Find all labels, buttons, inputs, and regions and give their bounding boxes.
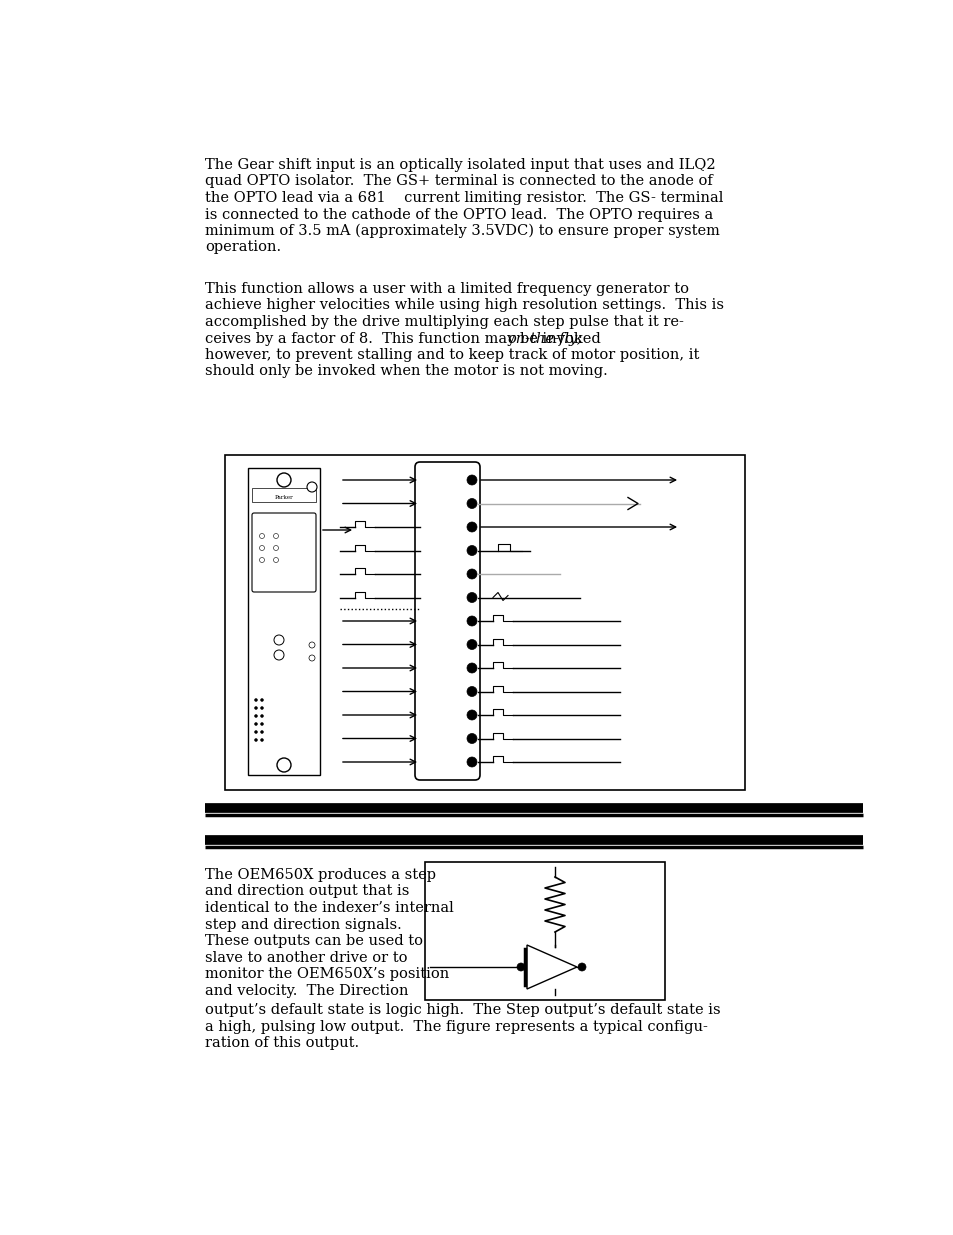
Circle shape	[274, 546, 278, 551]
Circle shape	[260, 699, 263, 701]
Text: output’s default state is logic high.  The Step output’s default state is: output’s default state is logic high. Th…	[205, 1003, 720, 1016]
Circle shape	[260, 715, 263, 718]
Circle shape	[274, 635, 284, 645]
Bar	[424, 862, 664, 1000]
Circle shape	[467, 734, 476, 743]
FancyBboxPatch shape	[252, 513, 315, 592]
Circle shape	[254, 739, 257, 741]
Circle shape	[254, 722, 257, 725]
Circle shape	[309, 655, 314, 661]
Circle shape	[260, 722, 263, 725]
Text: accomplished by the drive multiplying each step pulse that it re-: accomplished by the drive multiplying ea…	[205, 315, 683, 329]
Circle shape	[254, 699, 257, 701]
Circle shape	[259, 534, 264, 538]
Circle shape	[260, 730, 263, 734]
Text: The Gear shift input is an optically isolated input that uses and ILQ2: The Gear shift input is an optically iso…	[205, 158, 715, 172]
Circle shape	[259, 546, 264, 551]
Circle shape	[254, 706, 257, 709]
Text: however, to prevent stalling and to keep track of motor position, it: however, to prevent stalling and to keep…	[205, 348, 699, 362]
Circle shape	[467, 475, 476, 485]
Text: operation.: operation.	[205, 241, 281, 254]
Text: step and direction signals.: step and direction signals.	[205, 918, 401, 931]
Bar	[252, 488, 315, 501]
Circle shape	[274, 557, 278, 562]
Text: quad OPTO isolator.  The GS+ terminal is connected to the anode of: quad OPTO isolator. The GS+ terminal is …	[205, 174, 712, 189]
Circle shape	[517, 963, 524, 971]
Text: is connected to the cathode of the OPTO lead.  The OPTO requires a: is connected to the cathode of the OPTO …	[205, 207, 713, 221]
Text: ceives by a factor of 8.  This function may be invoked: ceives by a factor of 8. This function m…	[205, 331, 605, 346]
Text: a high, pulsing low output.  The figure represents a typical configu-: a high, pulsing low output. The figure r…	[205, 1020, 707, 1034]
Text: Parker: Parker	[274, 495, 294, 500]
Circle shape	[467, 546, 476, 556]
Circle shape	[259, 557, 264, 562]
Text: should only be invoked when the motor is not moving.: should only be invoked when the motor is…	[205, 364, 607, 378]
Circle shape	[467, 499, 476, 509]
Bar	[225, 454, 744, 790]
Circle shape	[276, 473, 291, 487]
Text: and direction output that is: and direction output that is	[205, 884, 409, 899]
Circle shape	[467, 640, 476, 650]
Circle shape	[467, 593, 476, 603]
FancyBboxPatch shape	[415, 462, 479, 781]
Circle shape	[467, 663, 476, 673]
Circle shape	[578, 963, 585, 971]
Polygon shape	[526, 945, 577, 989]
Text: the OPTO lead via a 681    current limiting resistor.  The GS- terminal: the OPTO lead via a 681 current limiting…	[205, 191, 722, 205]
Text: These outputs can be used to: These outputs can be used to	[205, 934, 423, 948]
Text: ration of this output.: ration of this output.	[205, 1036, 359, 1050]
Text: achieve higher velocities while using high resolution settings.  This is: achieve higher velocities while using hi…	[205, 299, 723, 312]
Circle shape	[309, 642, 314, 648]
Circle shape	[467, 616, 476, 626]
Circle shape	[274, 534, 278, 538]
Bar	[248, 468, 319, 776]
Text: and velocity.  The Direction: and velocity. The Direction	[205, 983, 408, 998]
Text: The OEM650X produces a step: The OEM650X produces a step	[205, 868, 436, 882]
Circle shape	[274, 650, 284, 659]
Text: monitor the OEM650X’s position: monitor the OEM650X’s position	[205, 967, 449, 981]
Circle shape	[467, 522, 476, 532]
Circle shape	[467, 687, 476, 697]
Circle shape	[467, 710, 476, 720]
Text: slave to another drive or to: slave to another drive or to	[205, 951, 407, 965]
Circle shape	[467, 757, 476, 767]
Circle shape	[260, 739, 263, 741]
Circle shape	[467, 569, 476, 579]
Circle shape	[276, 758, 291, 772]
Text: This function allows a user with a limited frequency generator to: This function allows a user with a limit…	[205, 282, 688, 296]
Circle shape	[307, 482, 316, 492]
Text: identical to the indexer’s internal: identical to the indexer’s internal	[205, 902, 454, 915]
Text: on-the-fly;: on-the-fly;	[507, 331, 581, 346]
Circle shape	[254, 715, 257, 718]
Circle shape	[254, 730, 257, 734]
Text: minimum of 3.5 mA (approximately 3.5VDC) to ensure proper system: minimum of 3.5 mA (approximately 3.5VDC)…	[205, 224, 720, 238]
Circle shape	[260, 706, 263, 709]
